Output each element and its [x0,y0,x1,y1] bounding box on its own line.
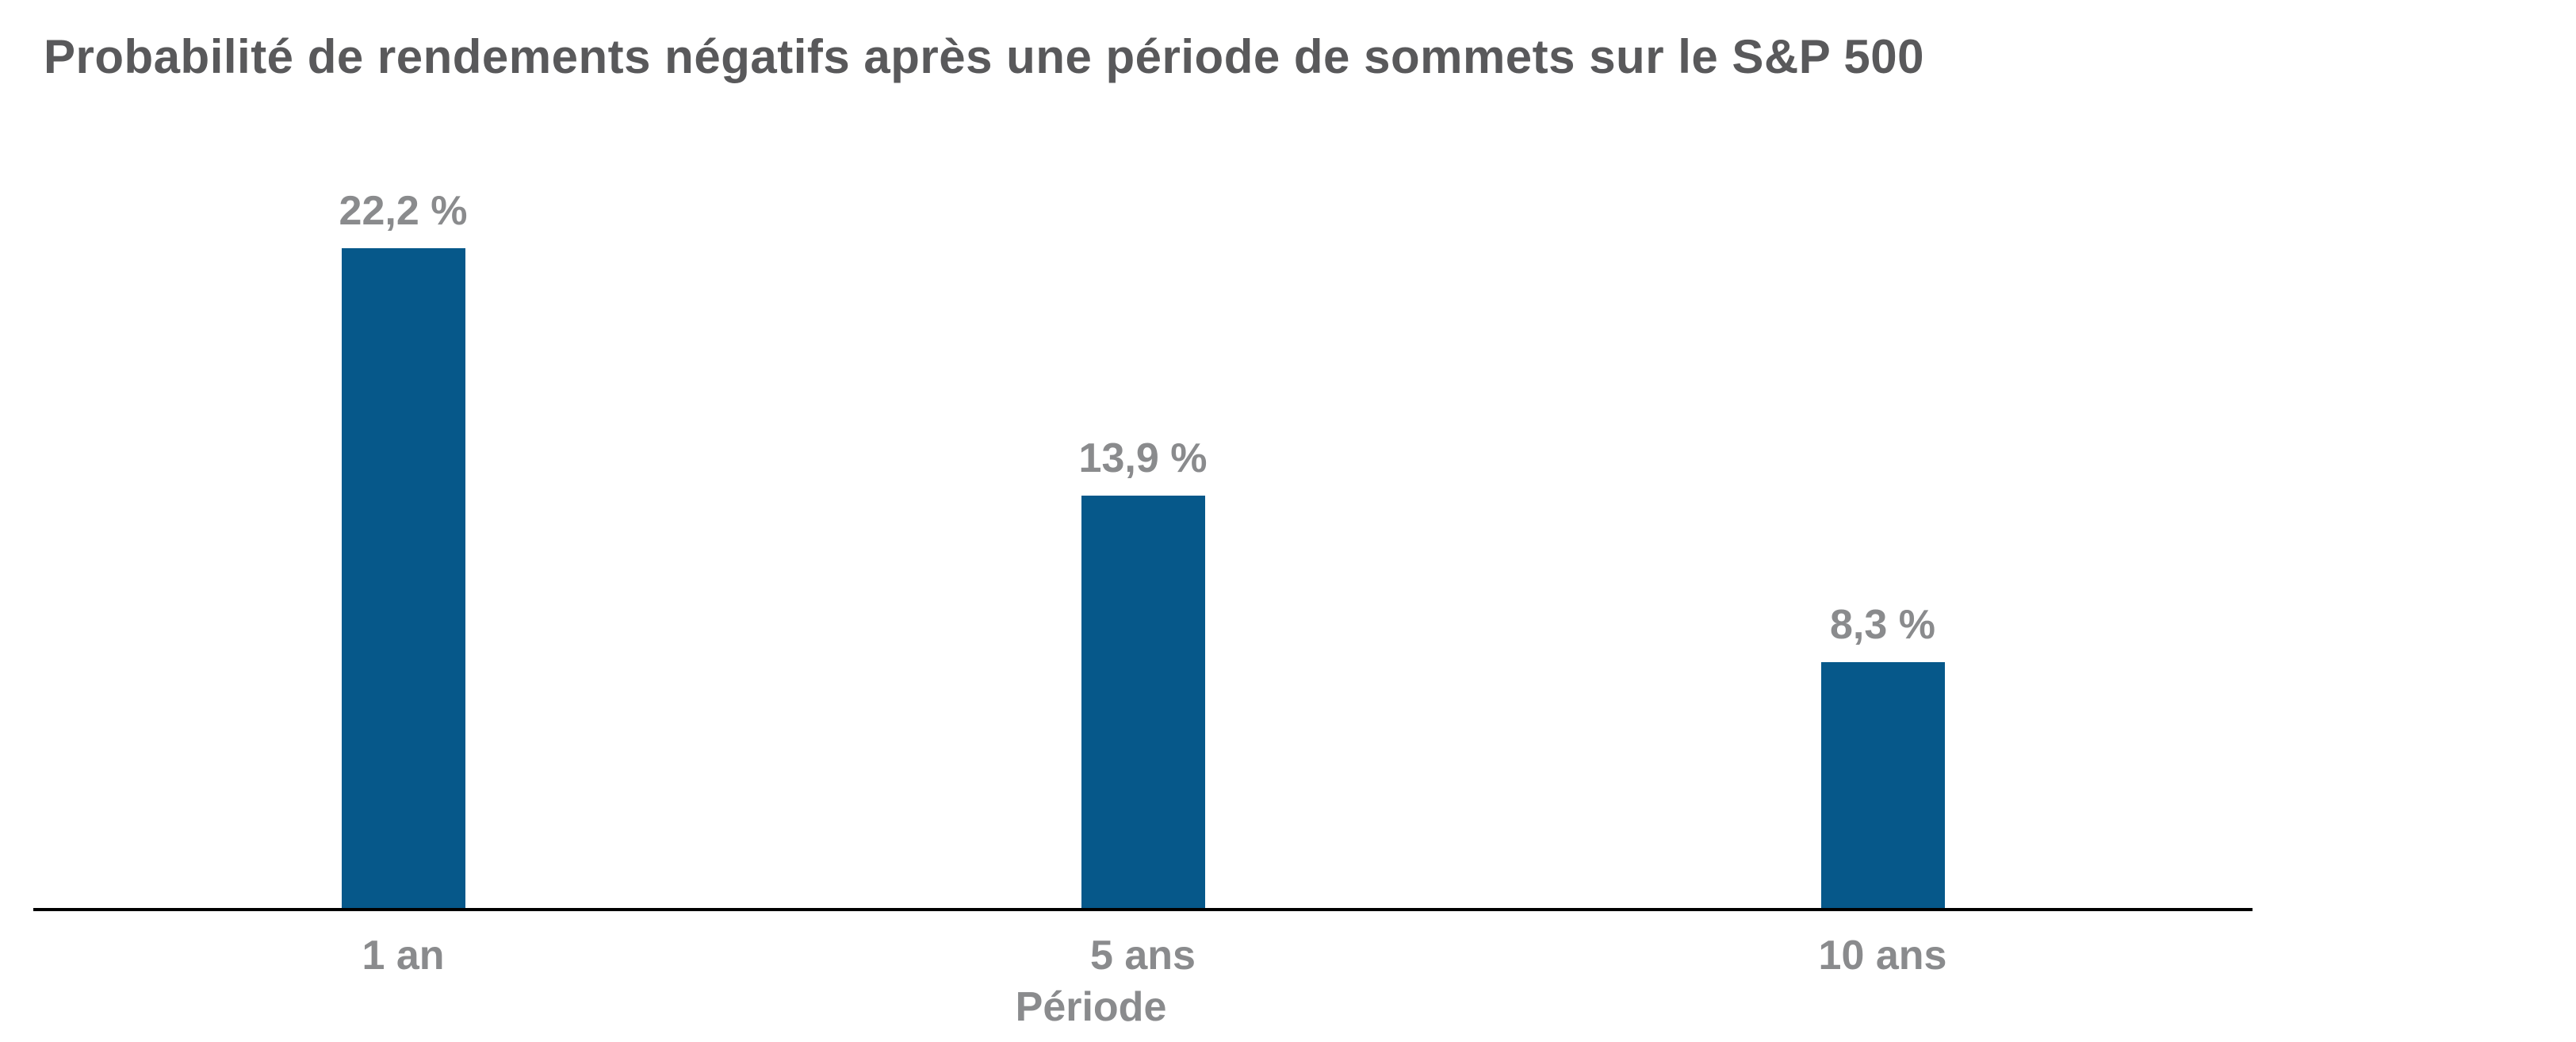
x-axis-line [33,908,2253,911]
bar-value-label: 22,2 % [339,187,468,234]
x-axis-label: Période [1015,984,1167,1030]
x-tick-label: 10 ans [1818,933,1947,979]
bar-5-ans [1081,495,1205,910]
x-tick-label: 1 an [362,933,445,979]
bar-10-ans [1820,662,1945,910]
bar-1-an [341,247,465,910]
bar-value-label: 13,9 % [1078,435,1208,481]
x-tick-label: 5 ans [1090,933,1196,979]
chart-title: Probabilité de rendements négatifs après… [44,30,1924,83]
bar-value-label: 8,3 % [1830,602,1935,649]
